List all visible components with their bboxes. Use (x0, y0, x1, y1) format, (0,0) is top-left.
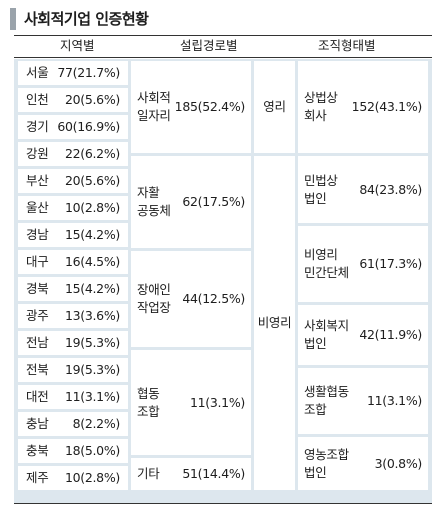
region-name: 인천 (26, 92, 49, 107)
region-value: 15(4.2%) (64, 281, 120, 296)
org-value: 61(17.3%) (359, 256, 422, 271)
header-bottom-rule (14, 57, 432, 58)
route-self-support: 자활 공동체 62(17.5%) (131, 156, 251, 248)
route-label: 기타 (137, 466, 160, 481)
region-value: 10(2.8%) (64, 470, 120, 485)
org-social-welfare-corp: 사회복지 법인 42(11.9%) (298, 305, 428, 365)
region-name: 전북 (26, 362, 49, 377)
region-value: 60(16.9%) (57, 119, 120, 134)
region-name: 경남 (26, 227, 49, 242)
org-nonprofit-civic-group: 비영리 민간단체 61(17.3%) (298, 226, 428, 302)
page-title: 사회적기업 인증현황 (24, 10, 149, 28)
title-accent-bar (10, 8, 16, 30)
org-farming-association: 영농조합 법인 3(0.8%) (298, 437, 428, 490)
region-value: 22(6.2%) (64, 146, 120, 161)
org-value: 3(0.8%) (374, 455, 423, 471)
region-value: 20(5.6%) (64, 173, 120, 188)
header-region: 지역별 (60, 38, 95, 53)
region-name: 충북 (26, 443, 49, 458)
region-row-daegu: 대구 16(4.5%) (18, 250, 128, 274)
for-profit-cell: 영리 (254, 61, 295, 153)
region-name: 경기 (26, 119, 49, 134)
region-value: 13(3.6%) (64, 308, 120, 323)
region-row-gwangju: 광주 13(3.6%) (18, 304, 128, 328)
region-row-gyeongbuk: 경북 15(4.2%) (18, 277, 128, 301)
org-label: 비영리 민간단체 (304, 247, 349, 280)
table-bottom-rule (14, 503, 432, 504)
org-value: 11(3.1%) (366, 393, 422, 408)
org-label: 민법상 법인 (304, 172, 338, 206)
region-row-gyeongnam: 경남 15(4.2%) (18, 223, 128, 247)
region-row-jeonnam: 전남 19(5.3%) (18, 331, 128, 355)
region-row-gangwon: 강원 22(6.2%) (18, 142, 128, 166)
region-name: 대전 (26, 389, 49, 404)
org-label: 상법상 회사 (304, 90, 338, 123)
region-name: 경북 (26, 281, 49, 296)
header-route: 설립경로별 (180, 38, 238, 53)
route-label: 협동 조합 (137, 385, 160, 419)
org-value: 152(43.1%) (351, 99, 423, 114)
region-row-gyeonggi: 경기 60(16.9%) (18, 115, 128, 139)
route-value: 51(14.4%) (182, 466, 245, 481)
region-value: 20(5.6%) (64, 92, 120, 107)
org-consumer-cooperative: 생활협동 조합 11(3.1%) (298, 368, 428, 434)
region-value: 19(5.3%) (64, 362, 120, 377)
region-name: 광주 (26, 308, 49, 323)
region-name: 서울 (26, 65, 49, 80)
org-label: 생활협동 조합 (304, 384, 349, 417)
region-value: 19(5.3%) (64, 335, 120, 350)
route-cooperative: 협동 조합 11(3.1%) (131, 350, 251, 455)
region-name: 충남 (26, 416, 49, 431)
route-other: 기타 51(14.4%) (131, 458, 251, 490)
region-row-daejeon: 대전 11(3.1%) (18, 385, 128, 409)
region-name: 제주 (26, 470, 49, 485)
region-name: 대구 (26, 254, 49, 269)
header-top-rule (14, 35, 432, 36)
region-name: 강원 (26, 146, 49, 161)
region-row-chungbuk: 충북 18(5.0%) (18, 439, 128, 463)
route-value: 185(52.4%) (174, 99, 246, 114)
region-value: 8(2.2%) (72, 416, 121, 431)
for-profit-label: 영리 (263, 99, 286, 114)
region-value: 15(4.2%) (64, 227, 120, 242)
org-civil-corporation: 민법상 법인 84(23.8%) (298, 156, 428, 223)
non-profit-label: 비영리 (257, 315, 292, 330)
region-value: 10(2.8%) (64, 200, 120, 215)
region-value: 18(5.0%) (64, 443, 120, 458)
region-row-ulsan: 울산 10(2.8%) (18, 196, 128, 220)
route-label: 사회적 일자리 (137, 90, 171, 123)
route-value: 44(12.5%) (182, 291, 245, 306)
region-row-busan: 부산 20(5.6%) (18, 169, 128, 193)
region-row-chungnam: 충남 8(2.2%) (18, 412, 128, 436)
route-label: 자활 공동체 (137, 185, 171, 218)
org-value: 42(11.9%) (359, 327, 422, 342)
region-value: 77(21.7%) (57, 65, 120, 80)
org-value: 84(23.8%) (359, 181, 422, 197)
region-row-incheon: 인천 20(5.6%) (18, 88, 128, 112)
region-row-seoul: 서울 77(21.7%) (18, 61, 128, 85)
route-disabled-workshop: 장애인 작업장 44(12.5%) (131, 251, 251, 347)
region-name: 울산 (26, 200, 49, 215)
region-value: 16(4.5%) (64, 254, 120, 269)
region-value: 11(3.1%) (64, 389, 120, 404)
region-row-jeonbuk: 전북 19(5.3%) (18, 358, 128, 382)
region-name: 부산 (26, 173, 49, 188)
route-social-jobs: 사회적 일자리 185(52.4%) (131, 61, 251, 153)
region-name: 전남 (26, 335, 49, 350)
route-label: 장애인 작업장 (137, 282, 171, 315)
org-label: 영농조합 법인 (304, 446, 349, 480)
header-org: 조직형태별 (318, 38, 376, 53)
region-row-jeju: 제주 10(2.8%) (18, 466, 128, 490)
route-value: 62(17.5%) (182, 194, 245, 209)
org-commercial-company: 상법상 회사 152(43.1%) (298, 61, 428, 153)
org-label: 사회복지 법인 (304, 318, 349, 351)
route-value: 11(3.1%) (189, 394, 245, 410)
non-profit-cell: 비영리 (254, 156, 295, 490)
